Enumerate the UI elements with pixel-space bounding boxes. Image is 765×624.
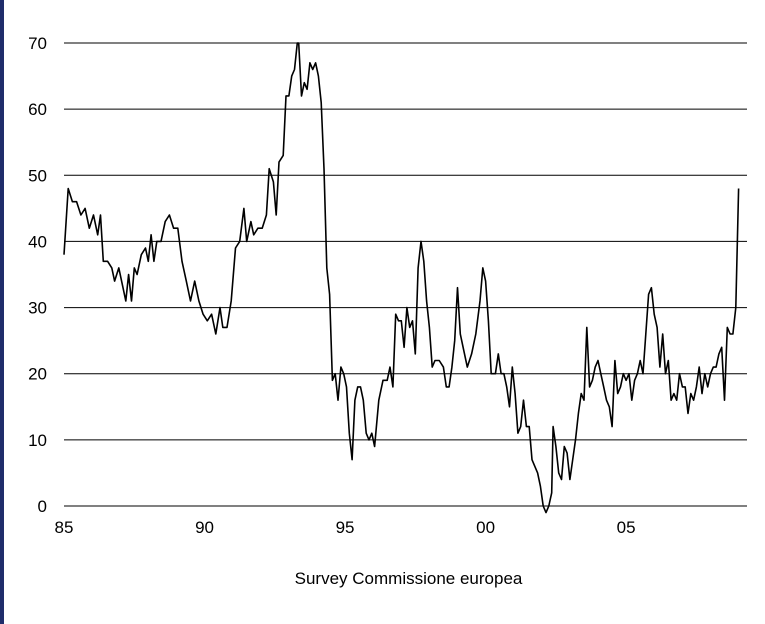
y-tick-label: 50	[28, 166, 47, 185]
x-tick-label: 95	[336, 518, 355, 537]
series-line-0	[63, 42, 740, 514]
y-axis-tick-labels: 0 10 20 30 40 50 60 70	[28, 34, 47, 516]
x-tick-label: 05	[617, 518, 636, 537]
y-tick-label: 10	[28, 431, 47, 450]
series-layer	[63, 42, 740, 514]
y-tick-label: 70	[28, 34, 47, 53]
x-tick-label: 90	[195, 518, 214, 537]
y-tick-label: 20	[28, 365, 47, 384]
y-tick-label: 60	[28, 100, 47, 119]
x-axis-tick-labels: 85 90 95 00 05	[55, 518, 636, 537]
x-tick-label: 85	[55, 518, 74, 537]
gridlines	[64, 42, 747, 507]
y-tick-label: 40	[28, 232, 47, 251]
left-border-accent	[0, 0, 4, 624]
x-tick-label: 00	[476, 518, 495, 537]
y-tick-label: 0	[38, 497, 47, 516]
x-axis-label: Survey Commissione europea	[295, 569, 523, 588]
y-tick-label: 30	[28, 299, 47, 318]
